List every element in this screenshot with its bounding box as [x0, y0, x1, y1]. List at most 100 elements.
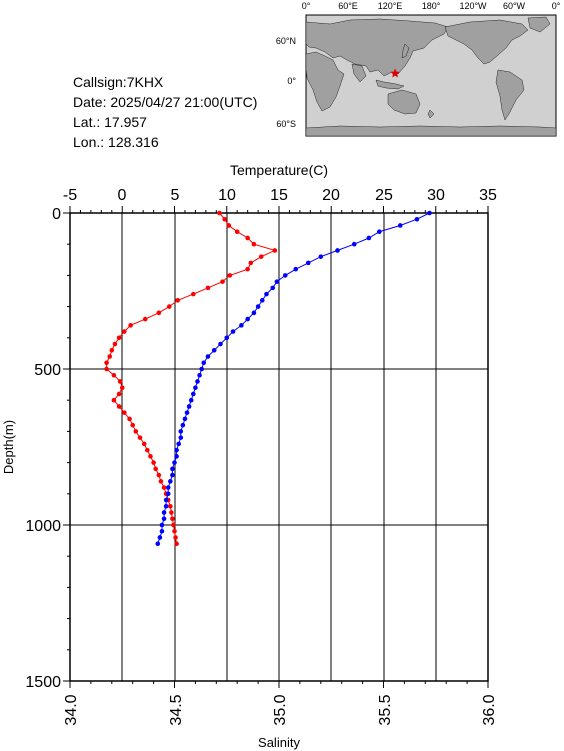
- salinity-point-42: [170, 472, 175, 478]
- salinity-point-30: [188, 397, 194, 403]
- map-lon-label-6: 0°: [552, 1, 561, 11]
- salinity-point-22: [211, 347, 217, 353]
- temperature-point-42: [156, 472, 162, 478]
- land-south-america: [495, 69, 525, 121]
- temperature-point-17: [142, 316, 148, 322]
- temperature-point-26: [111, 372, 117, 378]
- map-lon-label-1: 60°E: [338, 1, 358, 11]
- temperature-axis-tick-labels: -5 0 5 10 15 20 25 30 35: [63, 187, 497, 204]
- salinity-point-48: [161, 510, 167, 515]
- temperature-point-23: [107, 354, 113, 359]
- salinity-point-7: [318, 254, 324, 259]
- temperature-point-20: [116, 335, 122, 341]
- salinity-point-37: [176, 441, 181, 447]
- sal-tick-label-2: 35.0: [272, 694, 289, 725]
- salinity-point-36: [178, 435, 184, 440]
- temperature-point-8: [248, 260, 254, 266]
- map-lon-label-2: 120°E: [378, 1, 403, 11]
- temperature-point-41: [153, 466, 158, 472]
- temperature-point-38: [145, 447, 150, 453]
- sal-tick-label-0: 34.0: [63, 694, 80, 725]
- temperature-point-39: [148, 454, 153, 459]
- salinity-point-14: [259, 298, 265, 303]
- vertical-grid: [121, 213, 437, 681]
- temperature-point-10: [227, 273, 233, 278]
- temperature-point-28: [119, 385, 125, 391]
- horizontal-grid: [70, 368, 488, 526]
- temperature-point-1: [222, 216, 227, 222]
- salinity-point-0: [427, 210, 432, 216]
- salinity-point-27: [195, 379, 200, 384]
- map-lon-label-3: 180°: [422, 1, 441, 11]
- salinity-point-47: [163, 503, 169, 509]
- map-lat-label-60s: 60°S: [276, 119, 296, 129]
- salinity-point-50: [159, 522, 165, 528]
- salinity-point-45: [165, 491, 171, 497]
- temperature-point-50: [171, 522, 176, 528]
- salinity-point-16: [251, 310, 257, 316]
- temperature-point-25: [104, 366, 109, 372]
- temperature-point-29: [116, 391, 122, 397]
- temperature-point-51: [172, 528, 177, 534]
- land-japan: [401, 43, 410, 59]
- salinity-point-53: [155, 541, 161, 547]
- salinity-point-25: [199, 366, 204, 372]
- temperature-point-18: [128, 323, 133, 328]
- temperature-point-15: [166, 304, 172, 309]
- temperature-point-19: [122, 329, 127, 334]
- sal-tick-label-4: 36.0: [481, 694, 498, 725]
- depth-axis-tick-labels: 0 500 1000 1500: [25, 206, 61, 691]
- salinity-point-3: [377, 229, 382, 235]
- salinity-point-39: [174, 454, 179, 459]
- depth-tick-label-500: 500: [34, 362, 61, 379]
- callsign-text: Callsign:7KHX: [73, 74, 164, 90]
- salinity-point-13: [264, 291, 269, 297]
- salinity-point-12: [270, 285, 276, 291]
- salinity-point-32: [184, 410, 190, 415]
- depth-axis-title: Depth(m): [1, 420, 16, 474]
- temp-tick-label-8: 35: [479, 187, 497, 204]
- longitude-text: Lon.: 128.316: [73, 134, 159, 150]
- sal-tick-label-3: 35.5: [377, 694, 394, 725]
- salinity-axis-tick-labels: 34.0 34.5 35.0 35.5 36.0: [63, 694, 498, 725]
- salinity-point-33: [182, 416, 188, 422]
- world-map: 0° 60°E 120°E 180° 120°W 60°W 0° 60°N 0°…: [276, 1, 561, 137]
- salinity-series: [155, 210, 432, 547]
- salinity-point-17: [245, 316, 250, 322]
- temperature-point-0: [217, 210, 222, 216]
- land-north-america: [444, 19, 529, 65]
- axis-ticks: [63, 206, 489, 688]
- salinity-point-51: [159, 528, 165, 534]
- temperature-point-11: [220, 279, 225, 284]
- salinity-point-11: [274, 279, 280, 284]
- salinity-point-4: [366, 235, 372, 241]
- temperature-point-21: [112, 341, 118, 347]
- temp-tick-label-1: 0: [118, 187, 127, 204]
- salinity-point-18: [239, 323, 244, 328]
- salinity-profile-line: [157, 212, 430, 544]
- salinity-point-23: [205, 354, 211, 359]
- salinity-point-35: [178, 429, 184, 434]
- temperature-point-24: [104, 360, 109, 366]
- salinity-axis-title: Salinity: [258, 735, 300, 750]
- temperature-point-49: [170, 516, 175, 522]
- temperature-point-9: [245, 266, 250, 272]
- land-greenland: [527, 16, 551, 33]
- temperature-point-40: [151, 460, 156, 465]
- salinity-point-34: [180, 422, 186, 428]
- land-indonesia: [375, 79, 405, 90]
- temperature-point-31: [116, 404, 122, 409]
- temperature-point-4: [245, 235, 250, 241]
- salinity-point-46: [163, 497, 169, 503]
- temp-tick-label-5: 20: [322, 187, 340, 204]
- map-lon-label-0: 0°: [302, 1, 311, 11]
- salinity-point-8: [305, 260, 311, 266]
- temperature-point-13: [191, 291, 196, 297]
- depth-tick-label-0: 0: [52, 206, 61, 223]
- temperature-point-27: [117, 379, 123, 384]
- temperature-point-35: [133, 429, 139, 434]
- station-marker-star: [390, 68, 400, 78]
- salinity-point-15: [255, 304, 261, 309]
